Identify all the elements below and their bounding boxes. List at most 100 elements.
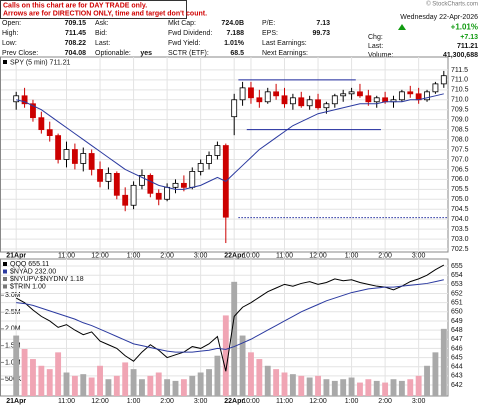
- candle-body: [348, 91, 355, 95]
- y-tick-label: 706.0: [451, 176, 469, 183]
- y-tick-label: 647: [451, 336, 463, 343]
- legend-label: $NYUPV:$NYDNV 1.18: [10, 276, 84, 283]
- field-label: Mkt Cap:: [168, 20, 196, 27]
- candle-body: [139, 174, 145, 186]
- candle-body: [382, 97, 389, 103]
- x-tick-label: 11:00: [276, 398, 293, 405]
- candle-body: [306, 99, 313, 107]
- change-percent: +1.01%: [451, 23, 478, 32]
- candle-body: [365, 95, 372, 103]
- y-tick-label: 704.5: [451, 206, 469, 213]
- copyright: © StockCharts.com: [426, 1, 478, 8]
- field-label: Fwd Yield:: [168, 40, 200, 47]
- candle-body: [206, 155, 212, 164]
- volume-bar: [348, 377, 355, 396]
- candle-body: [256, 97, 263, 103]
- candle-body: [97, 169, 103, 182]
- y-tick-label: 651: [451, 299, 463, 306]
- candle-body: [189, 171, 196, 188]
- field-label: Optionable:: [95, 50, 131, 57]
- field-value: 704.08: [65, 50, 87, 57]
- volume-bar: [331, 380, 338, 396]
- candle-body: [398, 91, 405, 101]
- volume-bar: [365, 379, 372, 396]
- x-tick-label: 12:00: [91, 398, 109, 405]
- volume-bar: [46, 369, 53, 396]
- volume-bar: [180, 379, 187, 396]
- notice-box: [0, 0, 187, 19]
- field-value: 708.22: [65, 40, 87, 47]
- x-tick-label: 1:00: [345, 252, 359, 259]
- field-label: EPS:: [262, 30, 278, 37]
- field-label: Open:: [2, 20, 21, 27]
- y-tick-label: 653: [451, 281, 463, 288]
- field-label: Fwd Dividend:: [168, 30, 212, 37]
- y-tick-label: 702.5: [451, 246, 469, 253]
- field-value: yes: [140, 50, 152, 57]
- field-label: Last Earnings:: [262, 40, 307, 47]
- y-tick-label: 648: [451, 327, 463, 334]
- up-arrow-icon: [398, 24, 406, 30]
- volume-bar: [415, 375, 422, 396]
- x-tick-label: 2:00: [378, 252, 392, 259]
- quote-label: Last:: [368, 43, 383, 50]
- candle-body: [164, 186, 171, 200]
- candle-body: [273, 91, 280, 97]
- x-tick-label: 12:00: [309, 252, 327, 259]
- candle-body: [88, 153, 95, 170]
- candle-body: [373, 97, 380, 103]
- volume-bar: [105, 379, 112, 396]
- volume-bar: [264, 365, 271, 396]
- y-tick-label: 2.5M: [5, 309, 21, 316]
- volume-bar: [390, 379, 397, 396]
- volume-bar: [382, 382, 389, 396]
- y-tick-label: 710.5: [451, 87, 469, 94]
- y-tick-label: 711.5: [451, 67, 468, 74]
- volume-bar: [256, 359, 263, 396]
- volume-bar: [139, 379, 145, 396]
- candle-body: [172, 182, 179, 188]
- volume-bar: [432, 352, 439, 396]
- price-line: [15, 264, 445, 372]
- volume-bar: [357, 382, 363, 396]
- x-tick-label: 21Apr: [6, 398, 26, 405]
- y-tick-label: 649: [451, 318, 463, 325]
- candle-body: [357, 91, 363, 97]
- field-value: 709.15: [65, 20, 87, 27]
- y-tick-label: 710.0: [451, 97, 469, 104]
- field-label: Bid:: [95, 30, 107, 37]
- field-label: Next Earnings:: [262, 50, 308, 57]
- y-tick-label: 644: [451, 364, 463, 371]
- y-tick-label: 1.5M: [5, 342, 21, 349]
- volume-bar: [248, 352, 254, 396]
- volume-bar: [147, 375, 154, 396]
- volume-bar: [21, 348, 28, 396]
- volume-bar: [55, 352, 62, 396]
- candle-body: [264, 91, 271, 103]
- candle-body: [231, 99, 238, 118]
- volume-bar: [97, 365, 103, 396]
- y-tick-label: 707.5: [451, 146, 469, 153]
- volume-bar: [88, 377, 95, 396]
- volume-bar: [113, 375, 120, 396]
- volume-bar: [273, 369, 280, 396]
- field-label: Low:: [2, 40, 17, 47]
- y-tick-label: 703.0: [451, 236, 469, 243]
- candle-body: [432, 83, 439, 93]
- quote-value: +7.13: [460, 34, 478, 41]
- candle-body: [147, 174, 154, 194]
- candle-body: [440, 75, 447, 85]
- y-tick-label: 642: [451, 382, 463, 389]
- volume-bar: [315, 375, 321, 396]
- y-tick-label: 654: [451, 272, 463, 279]
- field-value: 68.5: [230, 50, 244, 57]
- y-tick-label: 655: [451, 263, 463, 270]
- volume-bar: [440, 328, 447, 396]
- notice-line: Calls on this chart are for DAY TRADE on…: [3, 2, 147, 9]
- candle-body: [63, 149, 70, 160]
- volume-bar: [71, 375, 78, 396]
- candle-body: [13, 95, 20, 103]
- x-tick-label: 22Apr: [224, 398, 244, 405]
- field-label: SCTR (ETF):: [168, 50, 209, 57]
